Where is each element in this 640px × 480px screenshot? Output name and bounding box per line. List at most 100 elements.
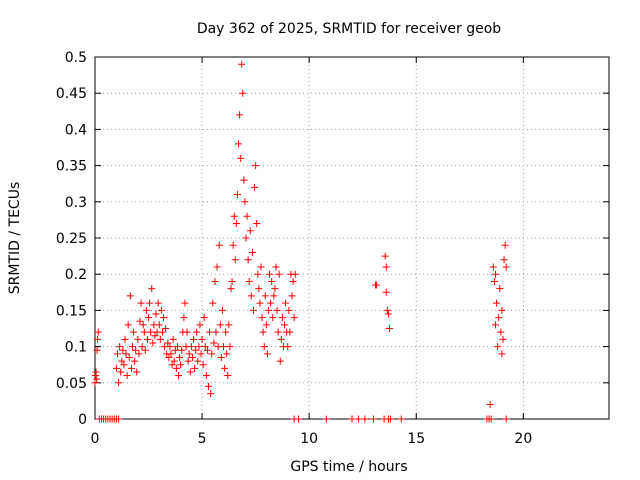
data-point (202, 372, 210, 380)
data-point (288, 292, 296, 300)
data-point (230, 212, 238, 220)
data-point (236, 111, 244, 119)
y-axis-label: SRMTID / TECUs (7, 182, 23, 295)
data-point (92, 368, 100, 376)
data-point (115, 415, 123, 423)
data-point (120, 361, 128, 369)
data-point (242, 234, 250, 242)
data-point (322, 415, 330, 423)
data-point (494, 343, 502, 351)
data-point (154, 299, 162, 307)
data-point (130, 328, 138, 336)
data-point (260, 343, 268, 351)
data-point (141, 346, 149, 354)
data-point (218, 306, 226, 314)
data-point (240, 176, 248, 184)
data-point (209, 299, 217, 307)
data-point (233, 191, 241, 199)
x-tick-label: 5 (198, 431, 207, 447)
data-point (206, 328, 214, 336)
data-point (166, 343, 174, 351)
data-point (167, 350, 175, 358)
data-point (172, 364, 180, 372)
data-point (232, 220, 240, 228)
data-point (248, 248, 256, 256)
data-point (244, 256, 252, 264)
data-point (145, 314, 153, 322)
data-point (289, 277, 297, 285)
data-point (266, 270, 274, 278)
data-point (247, 292, 255, 300)
data-point (263, 350, 271, 358)
data-point (497, 328, 505, 336)
data-point (501, 241, 509, 249)
data-point (245, 277, 253, 285)
data-point (272, 263, 280, 271)
data-point (128, 343, 136, 351)
data-point (216, 321, 224, 329)
data-point (137, 299, 145, 307)
data-point (270, 292, 278, 300)
data-point (191, 364, 199, 372)
data-point (257, 263, 265, 271)
data-point (140, 328, 148, 336)
data-point (229, 241, 237, 249)
data-point (277, 335, 285, 343)
data-point (284, 343, 292, 351)
data-point (294, 415, 302, 423)
data-point (138, 343, 146, 351)
data-point (278, 314, 286, 322)
data-point (373, 281, 381, 289)
data-point (116, 343, 124, 351)
x-tick-label: 10 (300, 431, 318, 447)
axis-ticks: 0 0.05 0.1 0.15 0.2 0.25 0.3 0.35 0.4 0.45 0.5 0 5 10… (56, 50, 609, 447)
data-point (196, 321, 204, 329)
data-point (134, 335, 142, 343)
data-point (499, 335, 507, 343)
data-point (486, 401, 494, 409)
data-point (199, 361, 207, 369)
data-point (177, 361, 185, 369)
data-point (201, 343, 209, 351)
data-point (489, 263, 497, 271)
data-point (127, 364, 135, 372)
data-point (148, 285, 156, 293)
data-point (118, 357, 126, 365)
data-point (170, 357, 178, 365)
data-point (211, 277, 219, 285)
data-point (175, 372, 183, 380)
data-point (273, 306, 281, 314)
data-point (268, 277, 276, 285)
data-point (165, 353, 173, 361)
data-point (94, 335, 102, 343)
data-point (212, 328, 220, 336)
data-point (252, 162, 260, 170)
data-point (239, 89, 247, 97)
data-point (121, 335, 129, 343)
data-point (131, 357, 139, 365)
data-point (487, 415, 495, 423)
y-tick-label: 0.15 (56, 303, 87, 319)
data-point (241, 198, 249, 206)
data-point (493, 299, 501, 307)
data-point (382, 288, 390, 296)
data-point (113, 350, 121, 358)
data-point (226, 343, 234, 351)
data-point (210, 339, 218, 347)
data-point (133, 368, 141, 376)
data-point (132, 346, 140, 354)
y-tick-label: 0.5 (65, 50, 87, 66)
data-point (490, 277, 498, 285)
data-point (156, 335, 164, 343)
data-point (261, 292, 269, 300)
data-point (282, 299, 290, 307)
data-point (498, 306, 506, 314)
x-tick-label: 20 (514, 431, 532, 447)
data-point (224, 372, 232, 380)
data-point (162, 325, 170, 332)
data-point (253, 220, 261, 228)
data-point (502, 415, 510, 423)
data-point (269, 314, 277, 322)
data-point (146, 299, 154, 307)
data-point (243, 212, 251, 220)
